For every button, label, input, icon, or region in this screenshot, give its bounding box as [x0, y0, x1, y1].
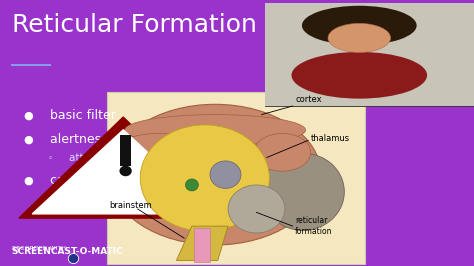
- Ellipse shape: [210, 161, 241, 188]
- Text: ◦: ◦: [47, 154, 53, 163]
- Bar: [265, 3, 474, 106]
- Ellipse shape: [185, 179, 198, 191]
- Ellipse shape: [262, 153, 344, 230]
- Text: ●: ●: [24, 135, 34, 145]
- Ellipse shape: [68, 253, 79, 264]
- Text: brainstem: brainstem: [109, 201, 152, 210]
- Text: alertness & arousal: alertness & arousal: [50, 133, 171, 146]
- Text: thalamus: thalamus: [311, 134, 350, 143]
- Text: RECORDED WITH: RECORDED WITH: [12, 246, 66, 251]
- Ellipse shape: [109, 104, 321, 245]
- Text: SCREENCAST-O-MATIC: SCREENCAST-O-MATIC: [12, 247, 124, 256]
- Ellipse shape: [302, 6, 417, 45]
- Text: Reticular Formation: Reticular Formation: [12, 13, 257, 37]
- Ellipse shape: [254, 134, 311, 171]
- Ellipse shape: [125, 115, 306, 146]
- Text: cats & comas: cats & comas: [50, 174, 135, 187]
- Text: ●: ●: [24, 176, 34, 186]
- Polygon shape: [19, 117, 228, 218]
- Text: reticular
formation: reticular formation: [295, 217, 333, 236]
- Ellipse shape: [328, 23, 391, 52]
- Bar: [265, 3, 474, 106]
- Text: cortex: cortex: [295, 95, 322, 104]
- Polygon shape: [176, 226, 228, 260]
- Ellipse shape: [292, 52, 427, 99]
- Polygon shape: [32, 130, 214, 214]
- Ellipse shape: [119, 166, 132, 176]
- Ellipse shape: [113, 134, 203, 171]
- Text: ●: ●: [24, 111, 34, 121]
- Bar: [107, 92, 365, 264]
- Text: attentional filter: attentional filter: [69, 153, 154, 163]
- Bar: [120, 135, 131, 166]
- Ellipse shape: [140, 125, 269, 231]
- Text: basic filter: basic filter: [50, 109, 116, 122]
- Bar: [194, 228, 210, 262]
- Ellipse shape: [228, 185, 285, 233]
